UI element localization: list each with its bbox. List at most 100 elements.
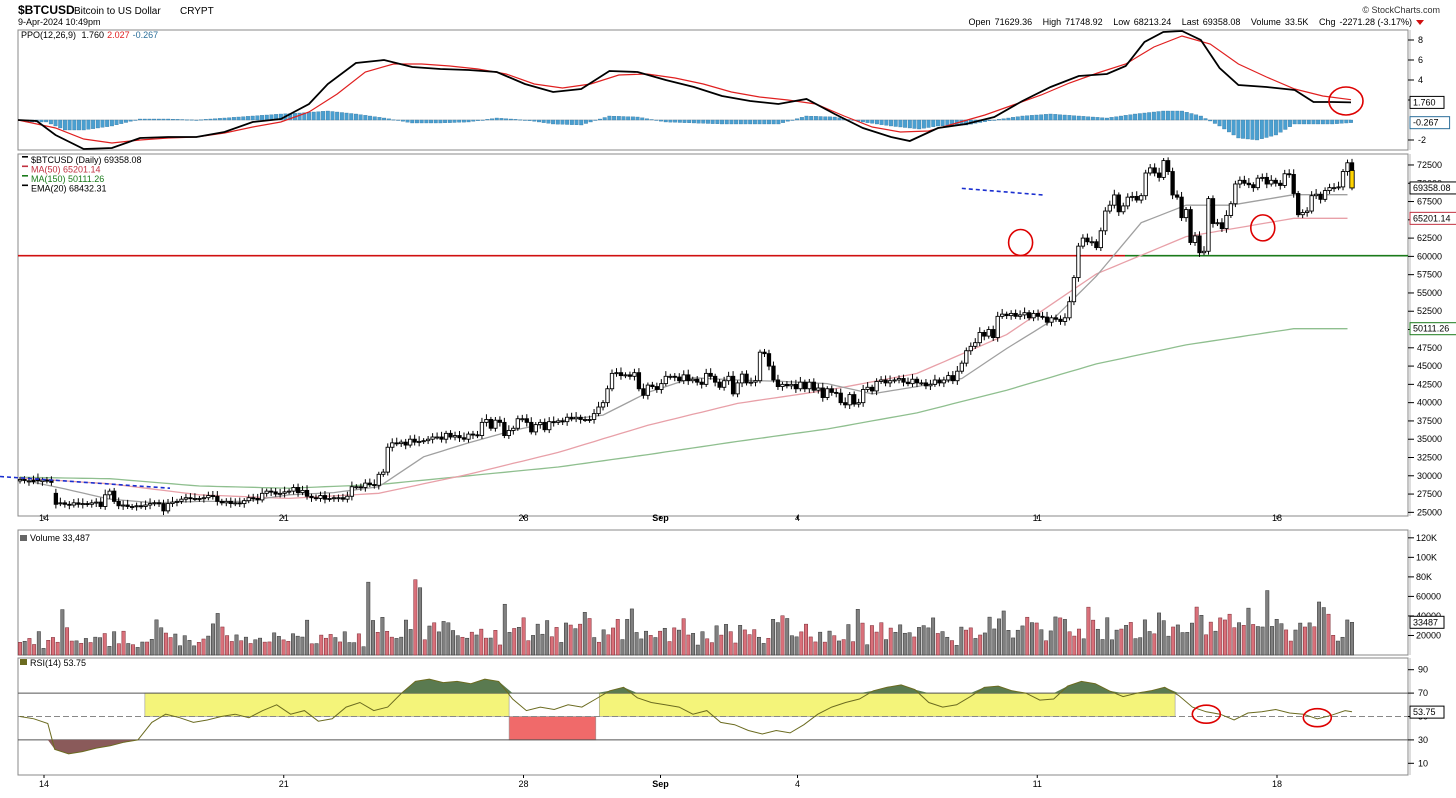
ppo-hist-bar xyxy=(438,119,443,124)
open-value: 71629.36 xyxy=(995,17,1033,27)
candle-down xyxy=(67,503,72,506)
ppo-hist-bar xyxy=(574,119,579,125)
ppo-hist-bar xyxy=(879,119,884,125)
ppo-hist-bar xyxy=(1029,115,1034,121)
candle-down xyxy=(569,416,574,420)
price-x-label: 21 xyxy=(279,513,289,523)
candle-up xyxy=(134,505,139,508)
ppo-hist-bar xyxy=(335,111,340,121)
ppo-hist-bar xyxy=(987,119,992,121)
ppo-hist-bar xyxy=(1133,113,1138,121)
candle-up xyxy=(1022,312,1027,316)
volume-bar xyxy=(808,636,813,656)
candle-up xyxy=(910,378,915,385)
ppo-hist-bar xyxy=(860,119,865,123)
ppo-hist-bar xyxy=(358,114,363,121)
candle-down xyxy=(1058,318,1063,322)
ppo-hist-bar xyxy=(865,119,870,123)
candle-down xyxy=(914,378,920,384)
volume-bar xyxy=(695,644,700,656)
candle-up xyxy=(1000,313,1005,317)
volume-bar xyxy=(352,642,357,656)
candle-up xyxy=(408,438,413,446)
ppo-hist-bar xyxy=(1302,119,1307,125)
candle-last xyxy=(1349,170,1355,189)
candle-up xyxy=(103,494,108,507)
volume-bar xyxy=(46,640,51,656)
ppo-hist-bar xyxy=(1165,110,1170,121)
candle-down xyxy=(215,495,220,502)
candle-up xyxy=(591,413,597,420)
volume-bar xyxy=(1058,617,1063,656)
ppo-hist-bar xyxy=(363,115,368,121)
ppo-hist-bar xyxy=(926,119,931,128)
volume-tick-label: 80K xyxy=(1416,572,1432,582)
candle-up xyxy=(466,433,471,440)
ppo-hist-bar xyxy=(452,119,457,123)
volume-bar xyxy=(319,634,324,656)
rsi-highlight-band xyxy=(144,692,510,717)
legend-swatch xyxy=(22,184,28,187)
candle-up xyxy=(345,495,350,500)
volume-bar xyxy=(601,629,606,656)
volume-bar xyxy=(644,630,648,656)
volume-bar xyxy=(1029,622,1034,656)
volume-bar xyxy=(422,639,427,656)
candle-down xyxy=(820,387,825,398)
ppo-crossover-circle xyxy=(1328,86,1364,116)
volume-bar xyxy=(578,623,583,656)
volume-bar xyxy=(507,632,512,656)
candle-up xyxy=(1080,237,1086,247)
ppo-hist-bar xyxy=(532,119,537,122)
volume-bar xyxy=(949,640,954,656)
ppo-hist-bar xyxy=(748,119,753,125)
candle-up xyxy=(381,471,386,475)
volume-bar xyxy=(869,625,874,656)
ppo-hist-bar xyxy=(1104,117,1109,121)
volume-bar xyxy=(1213,630,1218,656)
candle-up xyxy=(224,500,229,504)
volume-bar xyxy=(465,637,470,656)
candle-up xyxy=(183,497,189,500)
ppo-hist-bar xyxy=(598,118,602,121)
ppo-hist-bar xyxy=(316,111,321,121)
candle-up xyxy=(816,387,821,391)
volume-bar xyxy=(1255,626,1260,656)
volume-bar xyxy=(196,642,201,656)
volume-bar xyxy=(1142,619,1147,656)
volume-bar xyxy=(568,624,573,656)
volume-bar xyxy=(243,636,248,656)
ppo-hist-bar xyxy=(1081,116,1086,121)
volume-bar xyxy=(427,625,432,656)
candle-up xyxy=(1161,160,1166,178)
volume-bar xyxy=(262,641,267,656)
candle-up xyxy=(753,380,758,383)
volume-label: Volume xyxy=(1251,17,1281,27)
ppo-hist-bar xyxy=(339,112,344,121)
candle-up xyxy=(1103,210,1108,232)
candle-up xyxy=(349,486,355,497)
volume-tick-label: 60000 xyxy=(1416,591,1441,601)
volume-bar xyxy=(554,627,559,656)
candle-up xyxy=(605,388,610,404)
volume-bar xyxy=(27,638,32,656)
candle-up xyxy=(1192,235,1198,243)
ppo-hist-bar xyxy=(1048,113,1053,121)
candle-down xyxy=(695,378,700,383)
ppo-hist-bar xyxy=(1269,119,1274,137)
volume-bar xyxy=(88,642,93,656)
candle-down xyxy=(85,503,90,506)
candle-down xyxy=(654,386,659,390)
candle-up xyxy=(1139,195,1144,201)
ppo-hist-bar xyxy=(781,119,786,123)
candle-down xyxy=(1040,315,1045,318)
ppo-hist-bar xyxy=(790,119,795,121)
price-tick-label: 55000 xyxy=(1417,288,1442,298)
candle-down xyxy=(273,491,278,495)
volume-bar xyxy=(173,633,178,656)
candle-up xyxy=(264,490,269,494)
candle-up xyxy=(1331,187,1337,190)
chg-label: Chg xyxy=(1319,17,1336,27)
ppo-hist-bar xyxy=(386,118,391,121)
volume-bar xyxy=(258,637,262,656)
